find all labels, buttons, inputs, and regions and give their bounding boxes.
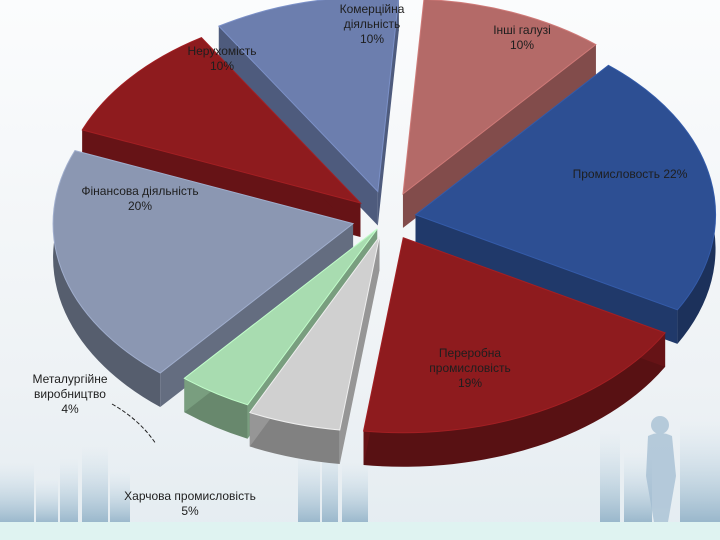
slice-label-line: Переробна — [439, 346, 501, 360]
leader-line — [111, 403, 157, 445]
slice-label-line: 10% — [210, 59, 234, 73]
slice-label-line: Промисловость 22% — [573, 167, 688, 181]
slice-label-line: Інші галузі — [493, 23, 551, 37]
pie-slice — [414, 64, 717, 344]
slice-label-line: 10% — [510, 38, 534, 52]
pie-slice-top — [217, 0, 399, 193]
slice-label-line: Харчова промисловість — [124, 489, 256, 503]
city-skyline-decoration — [0, 420, 720, 524]
pie-slice-wall — [218, 26, 378, 226]
pie-slice-top — [362, 237, 666, 434]
pie-slice-wall — [402, 44, 596, 228]
footer-band — [0, 522, 720, 540]
pie-slice-wall — [415, 214, 678, 344]
pie-slice-top — [414, 64, 717, 311]
slice-label-line: 5% — [181, 504, 199, 518]
pie-slice-top — [402, 0, 597, 196]
slice-label-line: промисловість — [429, 361, 510, 375]
slice-label: Промисловость 22% — [573, 167, 688, 181]
slice-label: Фінансова діяльність 20% — [81, 184, 198, 213]
pie-slice-wall — [377, 0, 399, 226]
slice-label-line: діяльність — [344, 17, 400, 31]
slice-label-line: 20% — [128, 199, 152, 213]
woman-silhouette-decoration — [646, 416, 676, 522]
slice-label-line: Нерухомість — [187, 44, 256, 58]
pie-slice-side — [249, 412, 340, 464]
slice-label-line: Металургійне — [32, 372, 107, 386]
slice-label-line: 19% — [458, 376, 482, 390]
slice-label-line: 10% — [360, 32, 384, 46]
pie-slice-top — [52, 150, 355, 374]
pie-slice — [402, 0, 597, 228]
slice-label: Харчова промисловість 5% — [124, 489, 256, 518]
pie-slice — [217, 0, 399, 226]
pie-slice-side — [363, 332, 666, 467]
pie-slice-top — [81, 36, 363, 204]
pie-slice-top — [248, 236, 380, 431]
slice-label: Переробна промисловість 19% — [429, 346, 510, 390]
pie-slice-top — [183, 228, 378, 406]
slice-label: Інші галузі 10% — [493, 23, 551, 52]
slice-label: Нерухомість 10% — [187, 44, 256, 73]
slice-label-line: Фінансова діяльність — [81, 184, 198, 198]
pie-slice — [362, 237, 666, 467]
slice-label: Металургійне виробництво 4% — [32, 372, 107, 416]
pie-slice-wall — [339, 236, 380, 464]
slice-label-line: 4% — [61, 402, 79, 416]
pie-slice — [248, 236, 380, 464]
slice-label-line: Комерційна — [340, 2, 405, 16]
slice-label-line: виробництво — [34, 387, 106, 401]
slice-label: Комерційна діяльність 10% — [340, 2, 405, 46]
